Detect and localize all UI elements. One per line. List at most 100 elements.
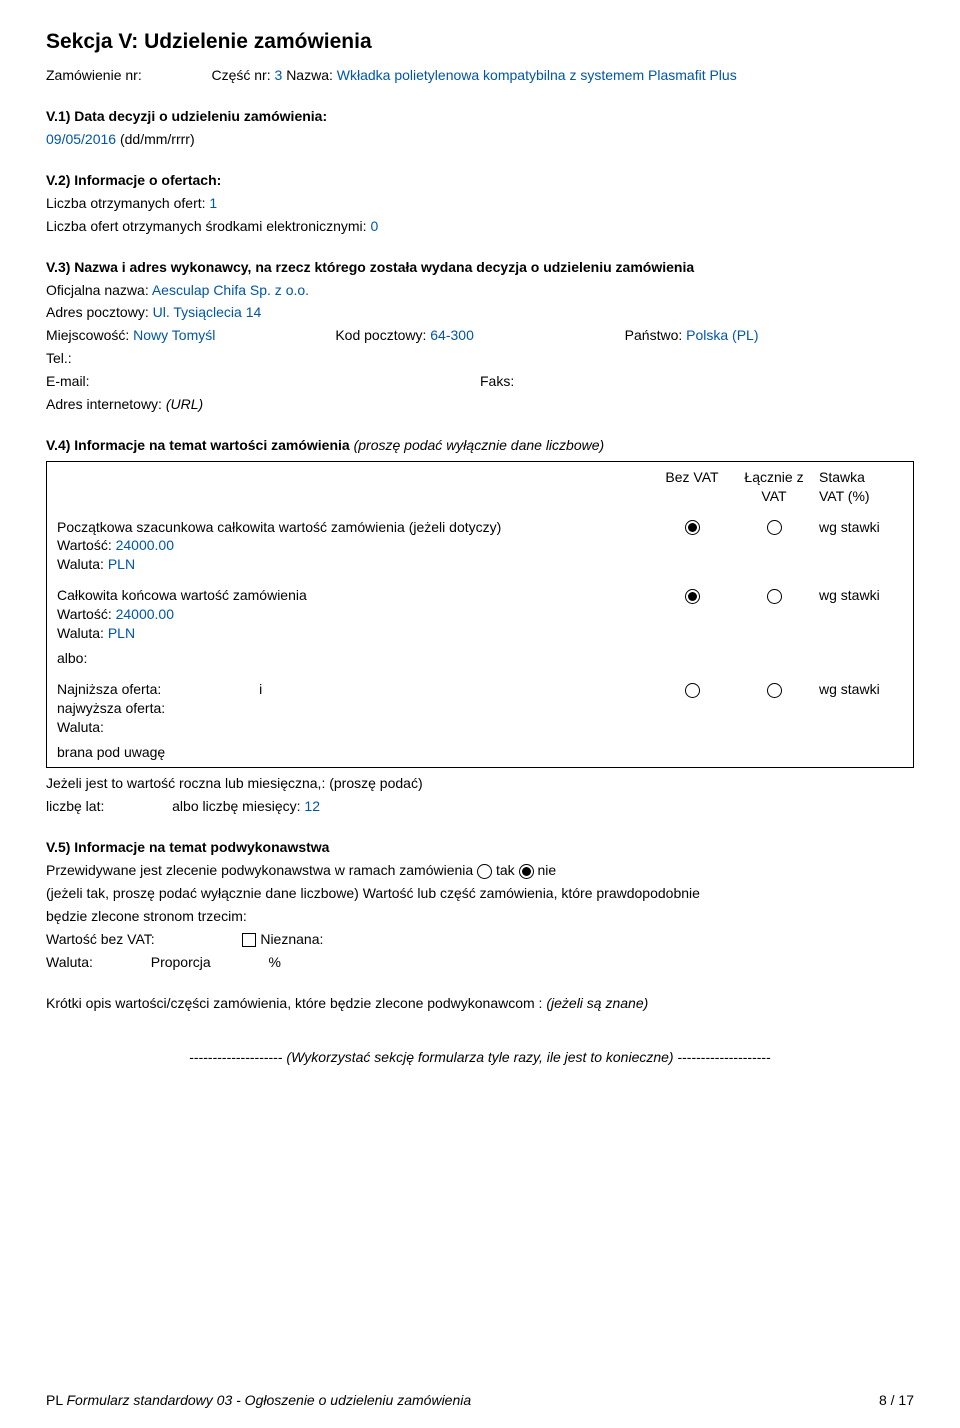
v3-email-fax: E-mail: Faks: xyxy=(46,372,914,391)
v3-country-label: Państwo: xyxy=(625,327,686,343)
page-footer: PL Formularz standardowy 03 - Ogłoszenie… xyxy=(46,1391,914,1410)
naj-low: Najniższa oferta: xyxy=(57,681,165,697)
v2-l2-label: Liczba ofert otrzymanych środkami elektr… xyxy=(46,218,370,234)
v1-heading: V.1) Data decyzji o udzieleniu zamówieni… xyxy=(46,107,914,126)
head-stawka1: Stawka xyxy=(819,468,909,487)
radio-bezvat-2[interactable] xyxy=(685,589,700,604)
repeat-text: (Wykorzystać sekcję formularza tyle razy… xyxy=(286,1049,677,1065)
wartosc-label2: Wartość: xyxy=(57,606,116,622)
checkbox-nieznana[interactable] xyxy=(242,933,256,947)
v3-url-label: Adres internetowy: xyxy=(46,396,166,412)
radio-laczvat-1[interactable] xyxy=(767,520,782,535)
v3-tel: Tel.: xyxy=(46,349,914,368)
roczna2: liczbę lat: albo liczbę miesięcy: 12 xyxy=(46,797,914,816)
waluta2: PLN xyxy=(108,625,135,641)
wartosc-label1: Wartość: xyxy=(57,537,116,553)
v1-date: 09/05/2016 (dd/mm/rrrr) xyxy=(46,130,914,149)
v3-country-value: Polska (PL) xyxy=(686,327,758,343)
v2-l1: Liczba otrzymanych ofert: 1 xyxy=(46,194,914,213)
v3-heading: V.3) Nazwa i adres wykonawcy, na rzecz k… xyxy=(46,258,914,277)
v5-krotki-suffix: (jeżeli są znane) xyxy=(546,995,648,1011)
tak: tak xyxy=(496,862,519,878)
value-row-final: Całkowita końcowa wartość zamówienia War… xyxy=(47,580,913,674)
value-row-offers: Najniższa oferta: i najwyższa oferta: Wa… xyxy=(47,674,913,768)
v5-heading: V.5) Informacje na temat podwykonawstwa xyxy=(46,838,914,857)
naj-high: najwyższa oferta: xyxy=(57,699,641,718)
wg2: wg stawki xyxy=(815,580,913,674)
row2-label: Całkowita końcowa wartość zamówienia xyxy=(57,586,641,605)
v3-post-value: 64-300 xyxy=(430,327,474,343)
wartosc-bez-label: Wartość bez VAT: xyxy=(46,931,159,947)
roczna2b: albo liczbę miesięcy: xyxy=(172,798,304,814)
waluta-plain: Waluta: xyxy=(57,718,641,737)
waluta-label1: Waluta: xyxy=(57,556,108,572)
v3-city-label: Miejscowość: xyxy=(46,327,133,343)
v3-off-name: Oficjalna nazwa: Aesculap Chifa Sp. z o.… xyxy=(46,281,914,300)
part-label: Część nr: xyxy=(211,67,274,83)
nieznana: Nieznana: xyxy=(260,931,323,947)
v5-krotki: Krótki opis wartości/części zamówienia, … xyxy=(46,994,914,1013)
waluta1: PLN xyxy=(108,556,135,572)
radio-nie[interactable] xyxy=(519,864,534,879)
v3-url-value: (URL) xyxy=(166,396,203,412)
v5-line1-text: Przewidywane jest zlecenie podwykonawstw… xyxy=(46,862,477,878)
roczna2a: liczbę lat: xyxy=(46,798,108,814)
radio-bezvat-1[interactable] xyxy=(685,520,700,535)
v4-heading: V.4) Informacje na temat wartości zamówi… xyxy=(46,436,914,455)
wartosc1: 24000.00 xyxy=(116,537,174,553)
v5-proporcja: Proporcja xyxy=(151,954,215,970)
footer-page: 8 / 17 xyxy=(879,1391,914,1410)
order-line: Zamówienie nr: Część nr: 3 Nazwa: Wkładk… xyxy=(46,66,914,85)
radio-laczvat-3[interactable] xyxy=(767,683,782,698)
nie: nie xyxy=(537,862,556,878)
v5-percent: % xyxy=(268,954,280,970)
v4-heading-bold: V.4) Informacje na temat wartości zamówi… xyxy=(46,437,354,453)
wg1: wg stawki xyxy=(815,512,913,581)
i-sep: i xyxy=(259,681,262,697)
name-label: Nazwa: xyxy=(286,67,337,83)
v2-l2-value: 0 xyxy=(370,218,378,234)
v3-addr-label: Adres pocztowy: xyxy=(46,304,153,320)
row1-label: Początkowa szacunkowa całkowita wartość … xyxy=(57,518,641,537)
dashes-r: -------------------- xyxy=(677,1049,770,1065)
v3-fax-label: Faks: xyxy=(480,372,914,391)
v2-l2: Liczba ofert otrzymanych środkami elektr… xyxy=(46,217,914,236)
value-row-initial: Początkowa szacunkowa całkowita wartość … xyxy=(47,512,913,581)
radio-laczvat-2[interactable] xyxy=(767,589,782,604)
v2-l1-value: 1 xyxy=(209,195,217,211)
value-table: Bez VAT Łącznie z VAT Stawka VAT (%) Poc… xyxy=(46,461,914,769)
brana: brana pod uwagę xyxy=(57,743,641,762)
v5-wartosc-bez: Wartość bez VAT: Nieznana: xyxy=(46,930,914,949)
wg3: wg stawki xyxy=(815,674,913,768)
v3-off-name-value: Aesculap Chifa Sp. z o.o. xyxy=(152,282,309,298)
repeat-line: -------------------- (Wykorzystać sekcję… xyxy=(46,1048,914,1067)
v3-url: Adres internetowy: (URL) xyxy=(46,395,914,414)
v3-addr-value: Ul. Tysiąclecia 14 xyxy=(153,304,262,320)
v2-l1-label: Liczba otrzymanych ofert: xyxy=(46,195,209,211)
radio-tak[interactable] xyxy=(477,864,492,879)
v2-heading: V.2) Informacje o ofertach: xyxy=(46,171,914,190)
part-value: 3 xyxy=(275,67,283,83)
roczna1: Jeżeli jest to wartość roczna lub miesię… xyxy=(46,774,914,793)
wartosc2: 24000.00 xyxy=(116,606,174,622)
v5-line1: Przewidywane jest zlecenie podwykonawstw… xyxy=(46,861,914,880)
v5-line2b: będzie zlecone stronom trzecim: xyxy=(46,907,914,926)
order-no-label: Zamówienie nr: xyxy=(46,67,146,83)
v1-date-value: 09/05/2016 xyxy=(46,131,120,147)
section-v-title: Sekcja V: Udzielenie zamówienia xyxy=(46,28,914,56)
footer-text: Formularz standardowy 03 - Ogłoszenie o … xyxy=(67,1392,472,1408)
v1-date-fmt: (dd/mm/rrrr) xyxy=(120,131,195,147)
v5-line2a: (jeżeli tak, proszę podać wyłącznie dane… xyxy=(46,884,914,903)
v3-city-value: Nowy Tomyśl xyxy=(133,327,215,343)
v3-off-name-label: Oficjalna nazwa: xyxy=(46,282,152,298)
radio-bezvat-3[interactable] xyxy=(685,683,700,698)
value-table-head: Bez VAT Łącznie z VAT Stawka VAT (%) xyxy=(47,462,913,512)
v3-addr: Adres pocztowy: Ul. Tysiąclecia 14 xyxy=(46,303,914,322)
v3-email-label: E-mail: xyxy=(46,372,480,391)
head-stawka2: VAT (%) xyxy=(819,487,909,506)
v5-krotki-text: Krótki opis wartości/części zamówienia, … xyxy=(46,995,546,1011)
name-value: Wkładka polietylenowa kompatybilna z sys… xyxy=(337,67,737,83)
footer-prefix: PL xyxy=(46,1392,67,1408)
dashes-l: -------------------- xyxy=(189,1049,286,1065)
v5-waluta: Waluta: xyxy=(46,954,97,970)
